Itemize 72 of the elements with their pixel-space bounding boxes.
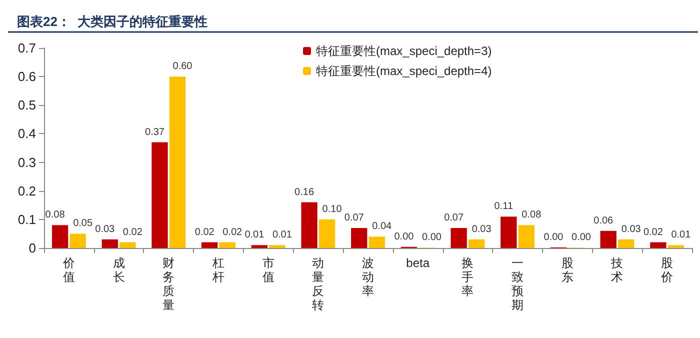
data-label: 0.01 <box>671 230 692 241</box>
bar <box>318 219 336 248</box>
y-tick-label: 0.4 <box>18 126 36 142</box>
bar <box>152 142 168 248</box>
data-label: 0.00 <box>394 231 414 242</box>
bar <box>518 225 534 248</box>
x-tick-label: 成长 <box>112 256 125 284</box>
bar <box>251 245 268 248</box>
x-tick-label: 一致预期 <box>512 256 524 312</box>
y-tick-label: 0 <box>28 240 36 256</box>
data-label: 0.00 <box>572 232 592 244</box>
bar <box>169 76 186 248</box>
bar <box>202 242 218 248</box>
bar <box>650 242 666 248</box>
y-tick-label: 0.2 <box>18 183 36 198</box>
data-label: 0.02 <box>643 226 664 238</box>
data-label: 0.02 <box>122 226 143 238</box>
bar <box>219 242 236 248</box>
x-tick-label: 市值 <box>262 256 274 284</box>
data-label: 0.00 <box>422 232 442 244</box>
y-tick-label: 0.1 <box>18 212 36 227</box>
legend-label: 特征重要性(max_speci_depth=3) <box>316 44 492 58</box>
data-label: 0.05 <box>73 218 93 230</box>
x-tick-label: 换手率 <box>462 256 474 298</box>
data-label: 0.06 <box>594 215 614 226</box>
bar <box>618 239 634 248</box>
bar <box>468 239 485 248</box>
data-label: 0.03 <box>472 224 492 235</box>
x-tick-label: 股价 <box>660 256 674 284</box>
data-label: 0.04 <box>372 221 392 232</box>
x-tick-label: 波动率 <box>362 256 374 298</box>
bar <box>500 216 517 248</box>
data-label: 0.16 <box>294 186 314 198</box>
data-label: 0.10 <box>322 204 342 215</box>
x-tick-label: 财务质量 <box>162 256 175 312</box>
x-tick-label: 技术 <box>610 256 624 284</box>
bar <box>70 234 86 248</box>
bar <box>52 225 68 248</box>
data-label: 0.01 <box>272 230 292 241</box>
bar <box>600 230 616 248</box>
y-tick-label: 0.5 <box>18 98 36 113</box>
data-label: 0.60 <box>172 61 193 72</box>
x-tick-label: 股东 <box>561 256 574 284</box>
data-label: 0.07 <box>344 212 364 224</box>
data-label: 0.08 <box>45 210 66 221</box>
y-tick-label: 0.3 <box>18 154 36 170</box>
y-tick-label: 0.6 <box>18 69 36 84</box>
chart-title: 图表22： 大类因子的特征重要性 <box>17 14 208 29</box>
bar <box>351 228 368 248</box>
data-label: 0.37 <box>145 126 165 138</box>
bar <box>120 242 136 248</box>
data-label: 0.01 <box>244 230 265 241</box>
bar <box>668 245 684 248</box>
bar <box>301 202 318 248</box>
data-label: 0.00 <box>544 232 564 243</box>
bar <box>102 239 118 248</box>
data-label: 0.03 <box>621 224 642 235</box>
data-label: 0.08 <box>522 210 542 221</box>
bar <box>368 236 385 248</box>
y-tick-label: 0.7 <box>18 40 36 56</box>
bar <box>269 245 286 248</box>
x-tick-label: 价值 <box>62 256 75 284</box>
data-label: 0.07 <box>444 212 464 224</box>
bar <box>450 228 467 248</box>
data-label: 0.11 <box>494 201 514 212</box>
data-label: 0.03 <box>95 224 116 235</box>
x-tick-label: beta <box>406 256 430 270</box>
data-label: 0.02 <box>222 226 243 238</box>
legend-label: 特征重要性(max_speci_depth=4) <box>316 64 492 78</box>
x-tick-label: 动量反转 <box>312 256 324 312</box>
data-label: 0.02 <box>194 226 215 238</box>
x-tick-label: 杠杆 <box>211 256 224 284</box>
